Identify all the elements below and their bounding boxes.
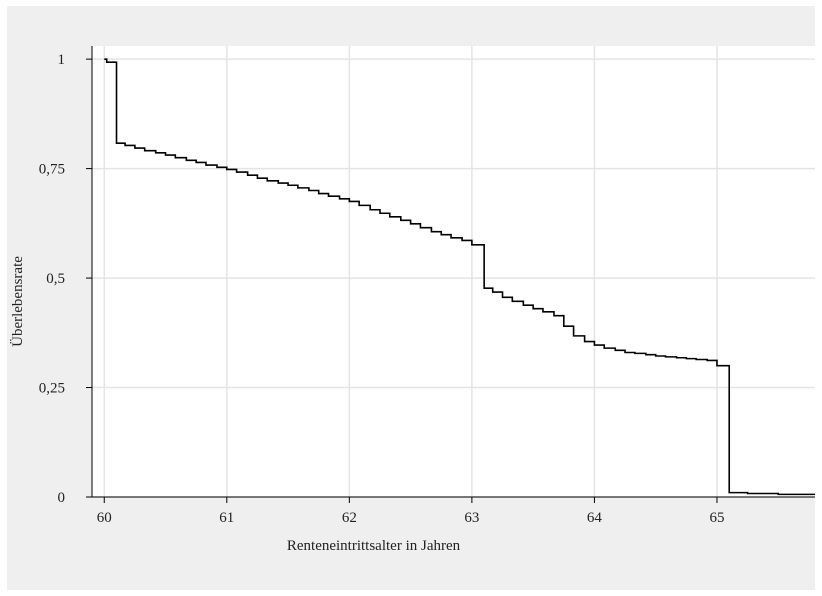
x-tick-label-60: 60 xyxy=(97,510,112,526)
y-tick-label-0,25: 0,25 xyxy=(39,381,65,397)
axes xyxy=(86,46,815,503)
x-tick-label-65: 65 xyxy=(709,510,724,526)
x-tick-label-61: 61 xyxy=(219,510,234,526)
y-tick-label-0,75: 0,75 xyxy=(39,162,65,178)
plot-area xyxy=(92,46,815,497)
x-axis-title: Renteneintrittsalter in Jahren xyxy=(287,538,461,554)
y-tick-label-1: 1 xyxy=(58,52,66,68)
x-tick-label-63: 63 xyxy=(464,510,479,526)
x-tick-label-64: 64 xyxy=(587,510,603,526)
series-layer xyxy=(104,58,815,496)
grid-lines xyxy=(92,46,815,498)
chart-frame: 60 61 62 63 64 65 0 0,25 0,5 0,75 1 Renteneintritt… xyxy=(7,6,815,590)
survival-step-line-1 xyxy=(104,58,815,496)
x-tick-label-62: 62 xyxy=(342,510,357,526)
tick-labels: 60 61 62 63 64 65 0 0,25 0,5 0,75 1 xyxy=(39,52,725,526)
y-axis-title: Überlebensrate xyxy=(9,256,26,347)
y-tick-label-0: 0 xyxy=(58,490,66,506)
survival-step-chart: 60 61 62 63 64 65 0 0,25 0,5 0,75 1 Renteneintritt… xyxy=(7,6,815,590)
y-tick-label-0,5: 0,5 xyxy=(46,271,65,287)
